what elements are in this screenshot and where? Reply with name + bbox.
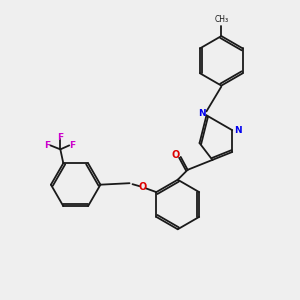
Text: F: F xyxy=(44,141,50,150)
Text: N: N xyxy=(198,109,205,118)
Text: CH₃: CH₃ xyxy=(214,15,228,24)
Text: N: N xyxy=(234,126,242,135)
Text: O: O xyxy=(138,182,146,192)
Text: O: O xyxy=(172,150,180,160)
Text: F: F xyxy=(57,133,63,142)
Text: F: F xyxy=(69,141,75,150)
